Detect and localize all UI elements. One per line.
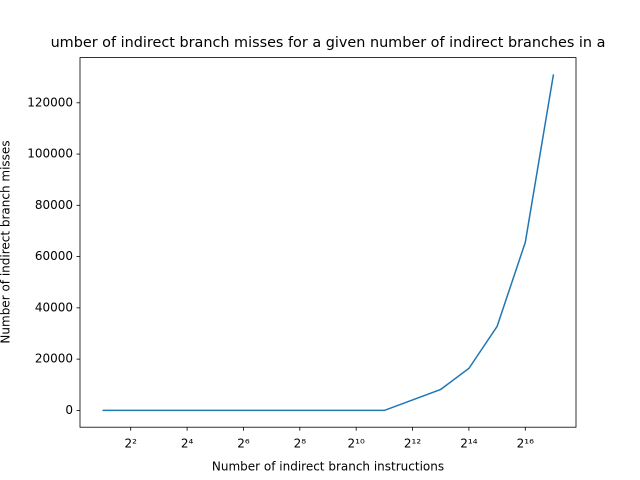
y-tick-label: 60000 xyxy=(35,249,73,263)
y-tick-label: 40000 xyxy=(35,300,73,314)
x-tick-label: 2¹⁶ xyxy=(517,437,534,451)
x-tick-label: 2¹² xyxy=(404,437,421,451)
x-tick-label: 2⁸ xyxy=(294,437,307,451)
y-tick-label: 100000 xyxy=(27,147,73,161)
x-tick-label: 2¹⁴ xyxy=(460,437,477,451)
x-axis-label: Number of indirect branch instructions xyxy=(212,460,444,474)
y-tick-label: 120000 xyxy=(27,95,73,109)
x-tick-label: 2⁶ xyxy=(237,437,250,451)
x-tick-label: 2¹⁰ xyxy=(348,437,365,451)
x-tick-label: 2⁴ xyxy=(181,437,194,451)
y-tick-label: 20000 xyxy=(35,352,73,366)
x-tick-label: 2² xyxy=(124,437,137,451)
y-axis-label: Number of indirect branch misses xyxy=(0,140,13,343)
axes-frame xyxy=(79,57,577,428)
chart-title: umber of indirect branch misses for a gi… xyxy=(51,35,606,51)
y-tick-label: 80000 xyxy=(35,198,73,212)
line xyxy=(102,74,555,412)
y-tick-label: 0 xyxy=(65,403,73,417)
